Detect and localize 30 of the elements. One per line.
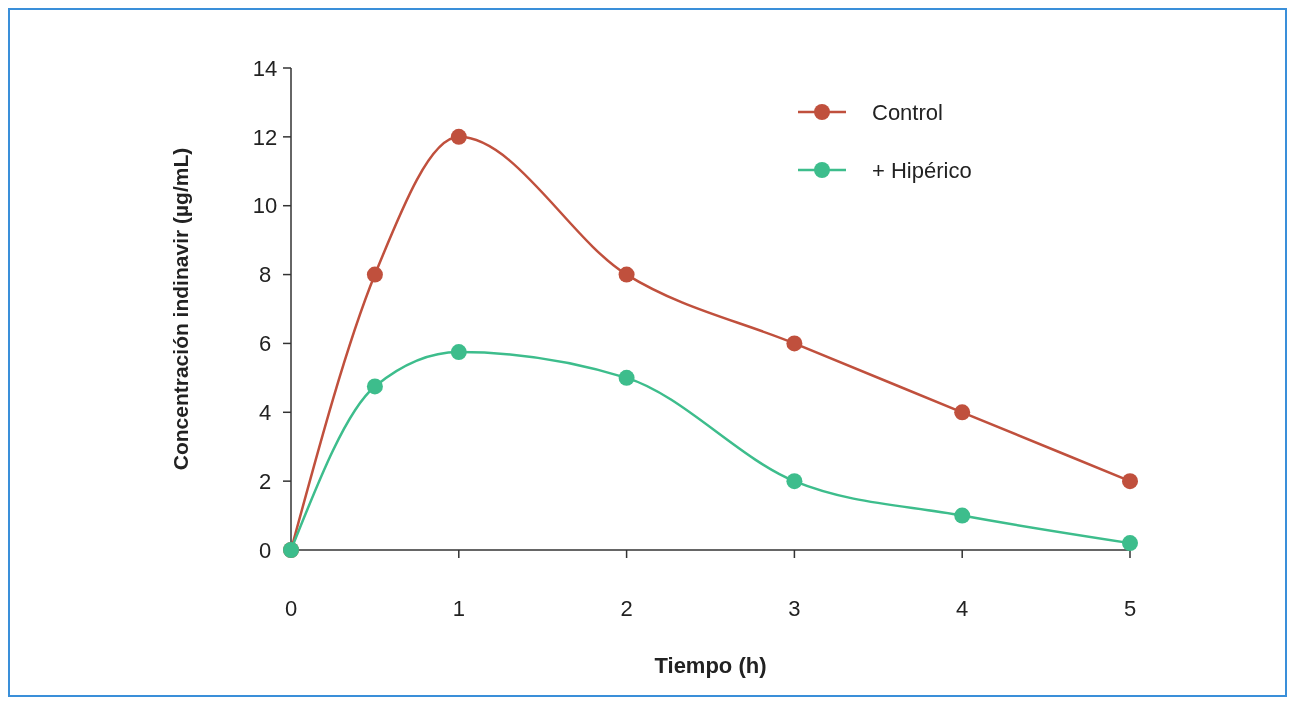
point: [954, 507, 971, 524]
y-tick-label: 2: [258, 468, 272, 494]
x-tick-label: 3: [788, 596, 801, 621]
y-tick-label: 14: [252, 55, 278, 81]
point: [366, 378, 383, 395]
x-axis-title: Tiempo (h): [654, 653, 767, 678]
point: [954, 404, 971, 421]
legend-label: Control: [872, 99, 943, 125]
point: [786, 473, 803, 490]
point: [450, 128, 467, 145]
point: [450, 344, 467, 361]
x-tick-label: 5: [1123, 596, 1137, 621]
y-tick-label: 6: [258, 331, 272, 357]
y-tick-label: 10: [252, 193, 278, 219]
y-tick-label: 8: [258, 262, 272, 288]
x-tick-label: 2: [620, 596, 633, 621]
y-tick-label: 4: [258, 399, 272, 425]
x-tick-label: 1: [452, 596, 465, 621]
legend-label: + Hipérico: [872, 157, 972, 183]
y-tick-label: 0: [258, 537, 272, 563]
x-tick-label: 0: [284, 596, 298, 621]
point: [366, 266, 383, 283]
y-axis-title: Concentración indinavir (µg/mL): [169, 147, 192, 471]
x-tick-label: 4: [956, 596, 969, 621]
point: [618, 369, 635, 386]
point: [1122, 473, 1138, 490]
point: [786, 335, 803, 352]
point: [1122, 535, 1138, 552]
y-tick-label: 12: [252, 124, 278, 150]
point: [618, 266, 635, 283]
